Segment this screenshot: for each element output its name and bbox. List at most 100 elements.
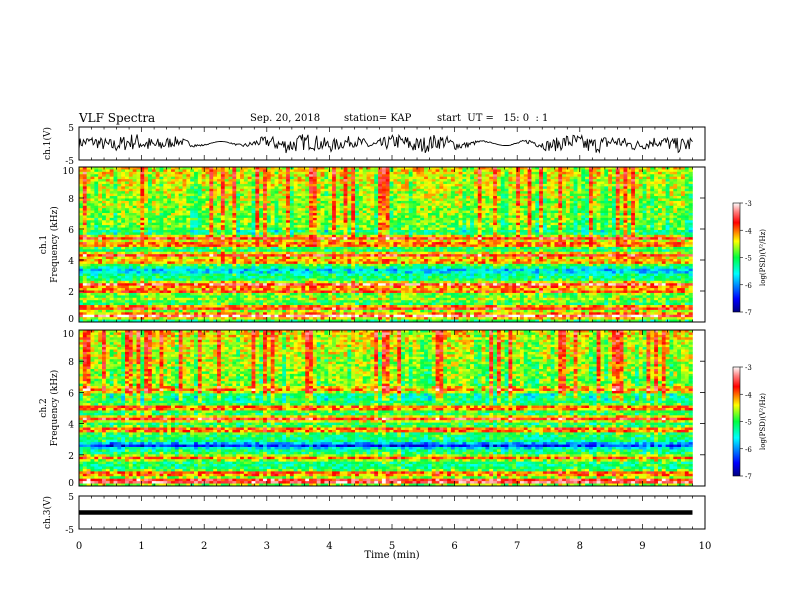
- ch1-spectrogram-cell: [684, 208, 689, 211]
- ch1-spectrogram-cell: [209, 183, 214, 187]
- ch1-spectrogram-cell: [90, 227, 95, 231]
- ch1-spectrogram-cell: [155, 196, 160, 199]
- ch1-spectrogram-cell: [581, 167, 586, 170]
- ch1-spectrogram-cell: [554, 232, 559, 236]
- ch1-spectrogram-cell: [335, 234, 341, 238]
- ch1-spectrogram-cell: [286, 188, 291, 192]
- ch1-spectrogram-cell: [213, 237, 218, 240]
- ch1-spectrogram-cell: [619, 208, 624, 211]
- ch1-spectrogram-cell: [473, 229, 479, 233]
- ch1-spectrogram-cell: [289, 208, 295, 211]
- ch1-spectrogram-cell: [236, 234, 241, 238]
- ch1-spectrogram-cell: [554, 181, 559, 185]
- ch1-spectrogram-cell: [588, 220, 594, 223]
- ch1-spectrogram-cell: [393, 217, 398, 221]
- ch1-spectrogram-cell: [542, 198, 548, 202]
- ch1-spectrogram-cell: [638, 222, 643, 226]
- ch1-spectrogram-cell: [301, 215, 306, 219]
- ch1-spectrogram-cell: [611, 213, 617, 216]
- ch1-spectrogram-cell: [688, 196, 693, 199]
- ch1-spectrogram-cell: [470, 234, 475, 238]
- ch1-spectrogram-cell: [213, 232, 218, 236]
- ch1-spectrogram-cell: [240, 213, 245, 216]
- ch1-spectrogram-cell: [293, 196, 298, 199]
- ch1-spectrogram-cell: [389, 222, 394, 226]
- date-label: Sep. 20, 2018: [250, 113, 320, 124]
- ch1-spectrogram-cell: [255, 225, 260, 228]
- ch1-spectrogram-cell: [546, 179, 551, 182]
- ch1-spectrogram-cell: [470, 220, 475, 223]
- ch1-spectrogram-cell: [592, 191, 597, 194]
- ch1-spectrogram-cell: [86, 186, 91, 190]
- ch1-spectrogram-cell: [412, 169, 417, 173]
- ch1-spectrogram-cell: [182, 229, 187, 233]
- ch1-spectrogram-cell: [117, 213, 122, 216]
- ch1-spectrogram-cell: [102, 193, 107, 197]
- ch1-spectrogram-cell: [684, 188, 689, 192]
- ch1-spectrogram-cell: [542, 222, 548, 226]
- ch1-spectrogram-cell: [401, 215, 406, 219]
- ch1-spectrogram-cell: [558, 183, 563, 187]
- ch1-spectrogram-cell: [324, 217, 329, 221]
- ch1-spectrogram-cell: [259, 215, 264, 219]
- ch1-spectrogram-cell: [220, 205, 225, 209]
- ch1-spectrogram-cell: [209, 188, 214, 192]
- ch1-spectrogram-cell: [209, 225, 214, 228]
- ch1-spectrogram-cell: [309, 210, 314, 214]
- ch1-spectrogram-cell: [194, 198, 199, 202]
- ch1-spectrogram-cell: [485, 234, 490, 238]
- ch1-spectrogram-cell: [224, 229, 229, 233]
- ch1-spectrogram-cell: [289, 225, 295, 228]
- ch1-spectrogram-cell: [312, 167, 318, 170]
- ch1-spectrogram-cell: [531, 183, 536, 187]
- ch1-spectrogram-cell: [389, 179, 394, 182]
- ch1-spectrogram-cell: [309, 186, 314, 190]
- ch1-spectrogram-cell: [669, 188, 674, 192]
- ch1-spectrogram-cell: [615, 169, 620, 173]
- ch1-spectrogram-cell: [462, 183, 467, 187]
- ch1-spectrogram-cell: [650, 237, 655, 240]
- ch1-spectrogram-cell: [370, 183, 375, 187]
- ch1-spectrogram-cell: [485, 191, 490, 194]
- ch1-spectrogram-cell: [201, 181, 206, 185]
- ch1-spectrogram-cell: [355, 196, 360, 199]
- ch1-spectrogram-cell: [615, 179, 620, 182]
- ch1-spectrogram-cell: [194, 210, 199, 214]
- ch1-spectrogram-cell: [493, 171, 498, 175]
- ch1-spectrogram-cell: [316, 225, 321, 228]
- ch1-spectrogram-cell: [251, 200, 256, 204]
- ch1-spectrogram-cell: [293, 213, 298, 216]
- ch1-spectrogram-cell: [328, 217, 333, 221]
- ch1-spectrogram-cell: [286, 222, 291, 226]
- ch1-spectrogram-cell: [588, 174, 594, 177]
- ch1-spectrogram-cell: [401, 186, 406, 190]
- ch1-spectrogram-cell: [650, 179, 655, 182]
- ch1-spectrogram-cell: [385, 222, 390, 226]
- ch1-spectrogram-cell: [320, 217, 325, 221]
- ch1-spectrogram-cell: [470, 208, 475, 211]
- ch1-spectrogram-cell: [447, 234, 452, 238]
- ch1-spectrogram-cell: [113, 227, 118, 231]
- ch1-spectrogram-cell: [274, 186, 279, 190]
- ch1-spectrogram-cell: [562, 229, 567, 233]
- ch1-spectrogram-cell: [132, 227, 137, 231]
- ch1-spectrogram-cell: [596, 217, 601, 221]
- ch1-spectrogram-cell: [642, 179, 647, 182]
- ch1-spectrogram-cell: [378, 174, 383, 177]
- ch1-spectrogram-cell: [90, 203, 95, 207]
- ch1-spectrogram-cell: [151, 193, 156, 197]
- ch1-spectrogram-cell: [136, 232, 141, 236]
- ch1-spectrogram-cell: [550, 227, 555, 231]
- ch1-spectrogram-cell: [358, 200, 364, 204]
- ch1-spectrogram-cell: [504, 181, 509, 185]
- ch1-spectrogram-cell: [236, 203, 241, 207]
- ch1-spectrogram-cell: [627, 213, 632, 216]
- ch1-spectrogram-cell: [148, 176, 153, 180]
- ch1-spectrogram-cell: [370, 181, 375, 185]
- ch1-spectrogram-cell: [466, 234, 471, 238]
- ch1-spectrogram-cell: [481, 186, 486, 190]
- ch1-spectrogram-cell: [243, 171, 248, 175]
- ch1-spectrogram-cell: [542, 200, 548, 204]
- ch1-spectrogram-cell: [550, 169, 555, 173]
- ch1-spectrogram-cell: [550, 237, 555, 240]
